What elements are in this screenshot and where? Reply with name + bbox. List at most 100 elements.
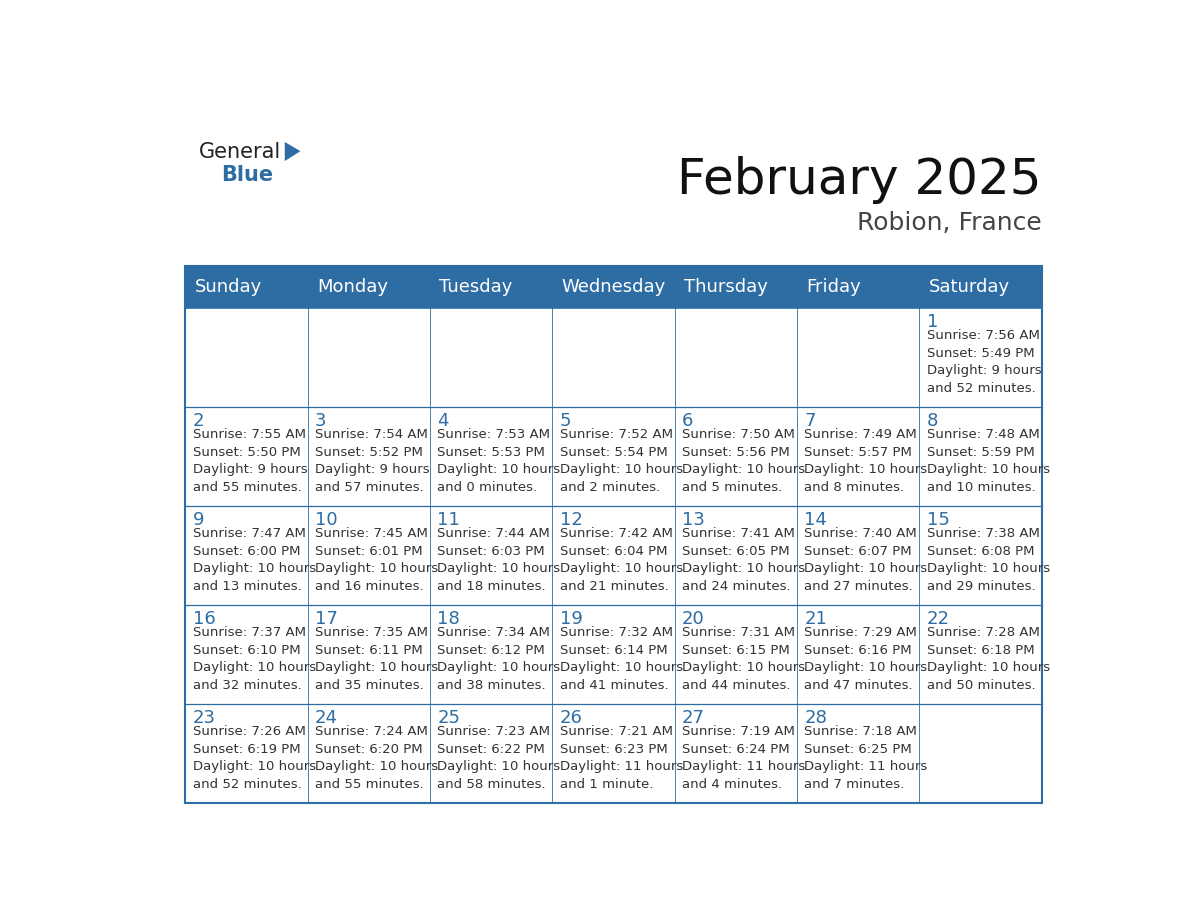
Text: 23: 23: [192, 709, 216, 727]
Text: 17: 17: [315, 610, 337, 628]
Text: Sunrise: 7:52 AM
Sunset: 5:54 PM
Daylight: 10 hours
and 2 minutes.: Sunrise: 7:52 AM Sunset: 5:54 PM Dayligh…: [560, 428, 683, 494]
Bar: [430, 506, 552, 605]
Text: 3: 3: [315, 412, 327, 430]
Text: Sunrise: 7:53 AM
Sunset: 5:53 PM
Daylight: 10 hours
and 0 minutes.: Sunrise: 7:53 AM Sunset: 5:53 PM Dayligh…: [437, 428, 561, 494]
Text: Blue: Blue: [221, 165, 273, 185]
Bar: [675, 704, 797, 803]
Bar: [675, 605, 797, 704]
Bar: [920, 506, 1042, 605]
Text: 22: 22: [927, 610, 949, 628]
Text: Sunrise: 7:37 AM
Sunset: 6:10 PM
Daylight: 10 hours
and 32 minutes.: Sunrise: 7:37 AM Sunset: 6:10 PM Dayligh…: [192, 626, 316, 691]
Text: Wednesday: Wednesday: [562, 278, 665, 296]
Text: Sunrise: 7:19 AM
Sunset: 6:24 PM
Daylight: 11 hours
and 4 minutes.: Sunrise: 7:19 AM Sunset: 6:24 PM Dayligh…: [682, 725, 805, 790]
Text: Robion, France: Robion, France: [857, 210, 1042, 234]
Bar: [430, 407, 552, 506]
Bar: [797, 605, 920, 704]
Bar: [552, 407, 675, 506]
Text: February 2025: February 2025: [677, 156, 1042, 204]
Text: Sunrise: 7:50 AM
Sunset: 5:56 PM
Daylight: 10 hours
and 5 minutes.: Sunrise: 7:50 AM Sunset: 5:56 PM Dayligh…: [682, 428, 805, 494]
Bar: [185, 265, 1042, 803]
Text: Sunrise: 7:55 AM
Sunset: 5:50 PM
Daylight: 9 hours
and 55 minutes.: Sunrise: 7:55 AM Sunset: 5:50 PM Dayligh…: [192, 428, 308, 494]
Bar: [185, 704, 308, 803]
Text: 1: 1: [927, 313, 939, 331]
Text: Sunrise: 7:45 AM
Sunset: 6:01 PM
Daylight: 10 hours
and 16 minutes.: Sunrise: 7:45 AM Sunset: 6:01 PM Dayligh…: [315, 527, 438, 593]
Text: 14: 14: [804, 511, 827, 529]
Text: Thursday: Thursday: [684, 278, 767, 296]
Text: Sunrise: 7:54 AM
Sunset: 5:52 PM
Daylight: 9 hours
and 57 minutes.: Sunrise: 7:54 AM Sunset: 5:52 PM Dayligh…: [315, 428, 430, 494]
Text: 27: 27: [682, 709, 704, 727]
Bar: [430, 704, 552, 803]
Text: Sunrise: 7:38 AM
Sunset: 6:08 PM
Daylight: 10 hours
and 29 minutes.: Sunrise: 7:38 AM Sunset: 6:08 PM Dayligh…: [927, 527, 1050, 593]
Text: Friday: Friday: [807, 278, 861, 296]
Text: Sunrise: 7:26 AM
Sunset: 6:19 PM
Daylight: 10 hours
and 52 minutes.: Sunrise: 7:26 AM Sunset: 6:19 PM Dayligh…: [192, 725, 316, 790]
Text: Sunrise: 7:32 AM
Sunset: 6:14 PM
Daylight: 10 hours
and 41 minutes.: Sunrise: 7:32 AM Sunset: 6:14 PM Dayligh…: [560, 626, 683, 691]
Text: Sunrise: 7:35 AM
Sunset: 6:11 PM
Daylight: 10 hours
and 35 minutes.: Sunrise: 7:35 AM Sunset: 6:11 PM Dayligh…: [315, 626, 438, 691]
Bar: [430, 605, 552, 704]
Text: Sunrise: 7:41 AM
Sunset: 6:05 PM
Daylight: 10 hours
and 24 minutes.: Sunrise: 7:41 AM Sunset: 6:05 PM Dayligh…: [682, 527, 805, 593]
Bar: [308, 506, 430, 605]
Bar: [552, 605, 675, 704]
Text: 10: 10: [315, 511, 337, 529]
Bar: [185, 605, 308, 704]
Bar: [920, 308, 1042, 407]
Bar: [797, 407, 920, 506]
Text: Sunrise: 7:28 AM
Sunset: 6:18 PM
Daylight: 10 hours
and 50 minutes.: Sunrise: 7:28 AM Sunset: 6:18 PM Dayligh…: [927, 626, 1050, 691]
Bar: [797, 265, 920, 308]
Text: 9: 9: [192, 511, 204, 529]
Bar: [185, 407, 308, 506]
Text: 11: 11: [437, 511, 460, 529]
Text: Sunrise: 7:40 AM
Sunset: 6:07 PM
Daylight: 10 hours
and 27 minutes.: Sunrise: 7:40 AM Sunset: 6:07 PM Dayligh…: [804, 527, 928, 593]
Text: 8: 8: [927, 412, 939, 430]
Text: 15: 15: [927, 511, 949, 529]
Text: Sunrise: 7:42 AM
Sunset: 6:04 PM
Daylight: 10 hours
and 21 minutes.: Sunrise: 7:42 AM Sunset: 6:04 PM Dayligh…: [560, 527, 683, 593]
Bar: [675, 308, 797, 407]
Bar: [797, 506, 920, 605]
Bar: [920, 605, 1042, 704]
Text: 5: 5: [560, 412, 571, 430]
Bar: [308, 605, 430, 704]
Text: Sunrise: 7:48 AM
Sunset: 5:59 PM
Daylight: 10 hours
and 10 minutes.: Sunrise: 7:48 AM Sunset: 5:59 PM Dayligh…: [927, 428, 1050, 494]
Text: Sunrise: 7:34 AM
Sunset: 6:12 PM
Daylight: 10 hours
and 38 minutes.: Sunrise: 7:34 AM Sunset: 6:12 PM Dayligh…: [437, 626, 561, 691]
Text: 21: 21: [804, 610, 827, 628]
Text: Sunrise: 7:24 AM
Sunset: 6:20 PM
Daylight: 10 hours
and 55 minutes.: Sunrise: 7:24 AM Sunset: 6:20 PM Dayligh…: [315, 725, 438, 790]
Bar: [308, 308, 430, 407]
Text: 19: 19: [560, 610, 582, 628]
Text: 26: 26: [560, 709, 582, 727]
Bar: [920, 265, 1042, 308]
Text: 24: 24: [315, 709, 339, 727]
Text: Sunrise: 7:44 AM
Sunset: 6:03 PM
Daylight: 10 hours
and 18 minutes.: Sunrise: 7:44 AM Sunset: 6:03 PM Dayligh…: [437, 527, 561, 593]
Bar: [552, 308, 675, 407]
Bar: [797, 704, 920, 803]
Text: 6: 6: [682, 412, 694, 430]
Bar: [552, 506, 675, 605]
Bar: [308, 704, 430, 803]
Text: Saturday: Saturday: [929, 278, 1010, 296]
Text: General: General: [200, 142, 282, 162]
Bar: [920, 407, 1042, 506]
Bar: [920, 704, 1042, 803]
Text: 12: 12: [560, 511, 582, 529]
Bar: [675, 506, 797, 605]
Text: Sunrise: 7:49 AM
Sunset: 5:57 PM
Daylight: 10 hours
and 8 minutes.: Sunrise: 7:49 AM Sunset: 5:57 PM Dayligh…: [804, 428, 928, 494]
Text: Sunrise: 7:47 AM
Sunset: 6:00 PM
Daylight: 10 hours
and 13 minutes.: Sunrise: 7:47 AM Sunset: 6:00 PM Dayligh…: [192, 527, 316, 593]
Bar: [308, 407, 430, 506]
Bar: [552, 265, 675, 308]
Bar: [185, 506, 308, 605]
Text: 2: 2: [192, 412, 204, 430]
Bar: [675, 407, 797, 506]
Bar: [552, 704, 675, 803]
Text: Sunrise: 7:31 AM
Sunset: 6:15 PM
Daylight: 10 hours
and 44 minutes.: Sunrise: 7:31 AM Sunset: 6:15 PM Dayligh…: [682, 626, 805, 691]
Text: Monday: Monday: [317, 278, 387, 296]
Bar: [185, 308, 308, 407]
Bar: [308, 265, 430, 308]
Text: 28: 28: [804, 709, 827, 727]
Bar: [675, 265, 797, 308]
Bar: [797, 308, 920, 407]
Bar: [185, 265, 308, 308]
Text: 4: 4: [437, 412, 449, 430]
Text: Sunrise: 7:18 AM
Sunset: 6:25 PM
Daylight: 11 hours
and 7 minutes.: Sunrise: 7:18 AM Sunset: 6:25 PM Dayligh…: [804, 725, 928, 790]
Text: Sunrise: 7:23 AM
Sunset: 6:22 PM
Daylight: 10 hours
and 58 minutes.: Sunrise: 7:23 AM Sunset: 6:22 PM Dayligh…: [437, 725, 561, 790]
Text: 16: 16: [192, 610, 215, 628]
Polygon shape: [285, 142, 301, 161]
Text: Sunday: Sunday: [195, 278, 261, 296]
